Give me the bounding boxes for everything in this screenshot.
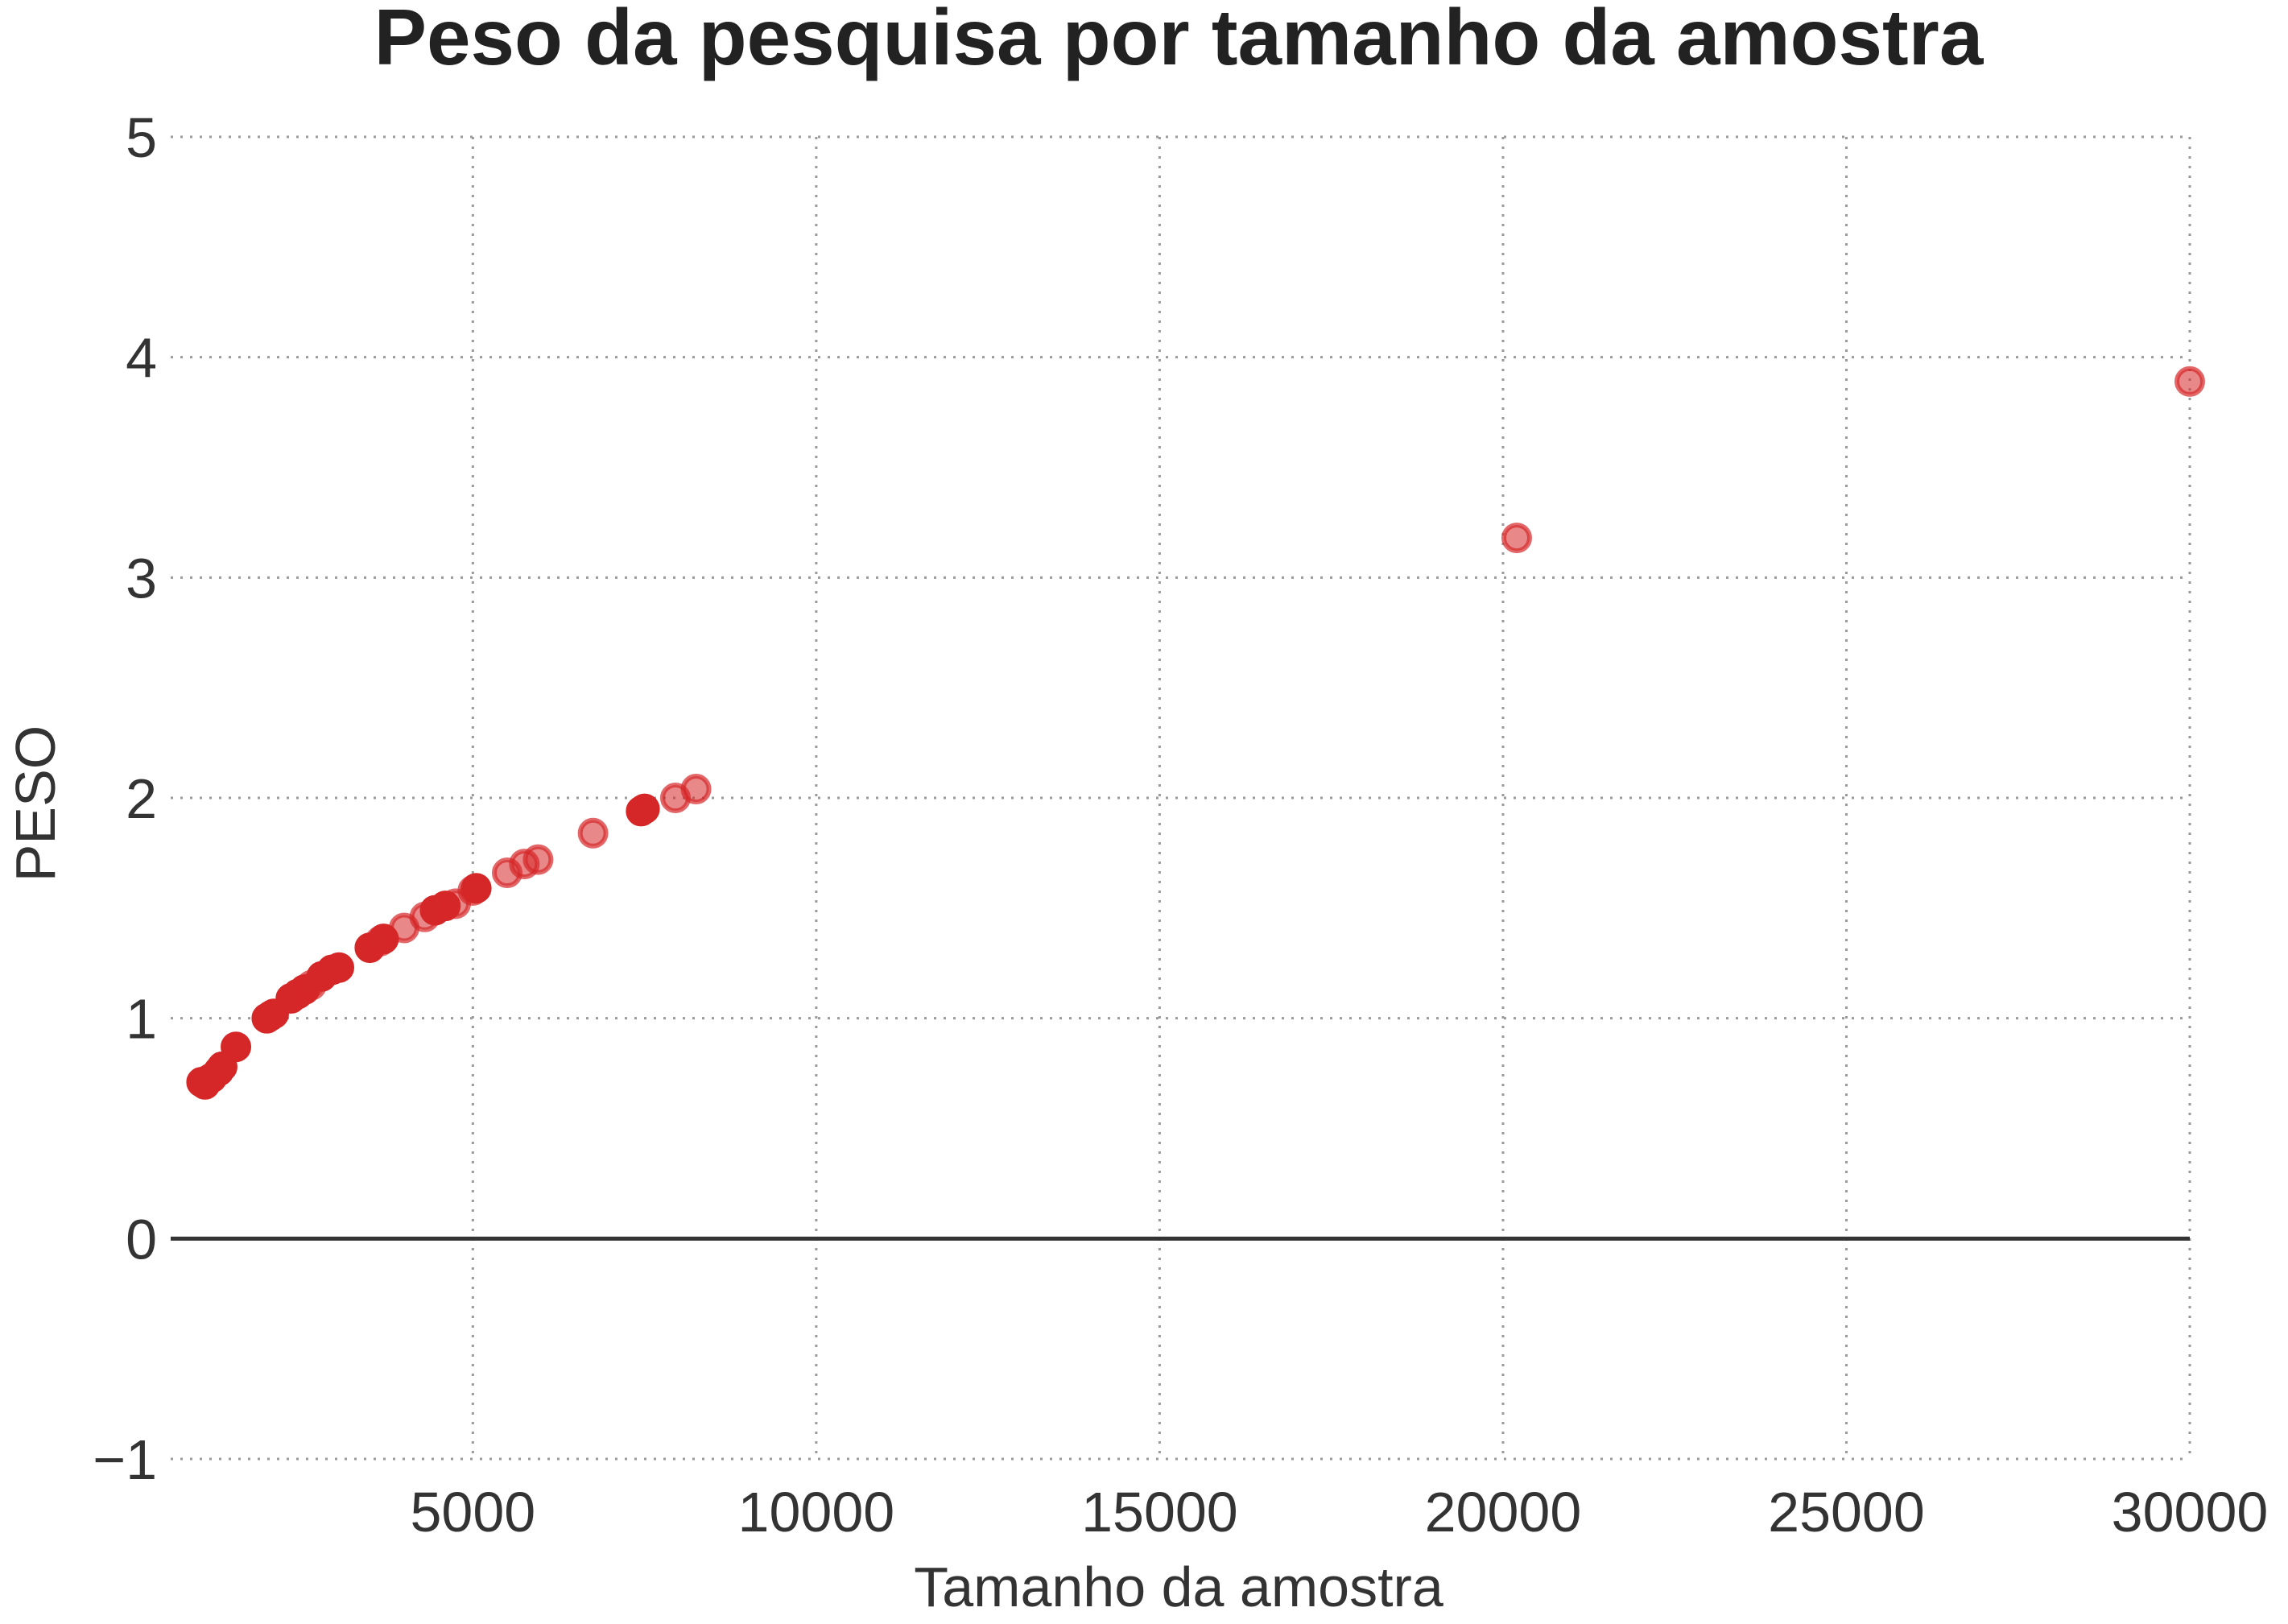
grid-layer (171, 135, 2191, 1461)
x-tick-label: 20000 (1425, 1481, 1582, 1543)
y-tick-label: 0 (126, 1208, 157, 1271)
data-point (680, 774, 712, 805)
y-tick-label: 2 (126, 767, 157, 830)
y-tick-label: 1 (126, 988, 157, 1051)
data-point (629, 793, 660, 824)
x-axis-ticks: 5000 10000 15000 20000 25000 30000 (410, 1481, 2268, 1543)
x-tick-label: 15000 (1081, 1481, 1238, 1543)
data-point (1501, 523, 1532, 554)
data-point (522, 844, 554, 875)
data-point (460, 873, 492, 904)
y-tick-label: 3 (126, 547, 157, 610)
data-point (324, 952, 354, 983)
x-tick-label: 25000 (1768, 1481, 1925, 1543)
data-point (2174, 366, 2205, 397)
chart-title: Peso da pesquisa por tamanho da amostra (374, 0, 1984, 81)
y-tick-label: 4 (126, 327, 157, 390)
x-axis-label: Tamanho da amostra (914, 1556, 1443, 1618)
data-point (221, 1031, 252, 1063)
y-tick-label: 5 (126, 106, 157, 169)
y-axis-ticks: 5 4 3 2 1 0 −1 (93, 106, 157, 1491)
data-points (186, 366, 2205, 1100)
x-tick-label: 5000 (410, 1481, 535, 1543)
x-tick-label: 30000 (2112, 1481, 2269, 1543)
y-tick-label: −1 (93, 1428, 157, 1491)
x-tick-label: 10000 (738, 1481, 895, 1543)
y-axis-label: PESO (4, 725, 67, 882)
data-point (577, 817, 609, 849)
